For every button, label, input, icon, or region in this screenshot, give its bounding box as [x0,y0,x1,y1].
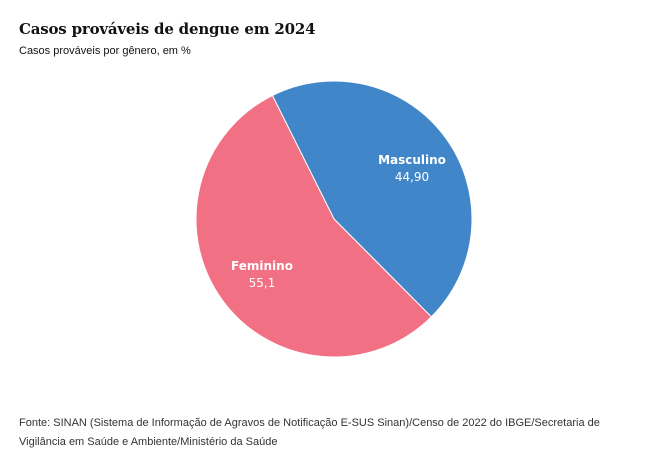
source-note: Fonte: SINAN (Sistema de Informação de A… [19,417,600,448]
slice-label-masculino: Masculino [378,153,446,167]
chart-subtitle: Casos prováveis por gênero, em % [19,45,191,57]
slice-label-feminino: Feminino [231,259,293,273]
pie-chart: Masculino 44,90 Feminino 55,1 [195,80,473,358]
chart-title: Casos prováveis de dengue em 2024 [19,20,316,38]
slice-value-masculino: 44,90 [395,170,429,184]
pie-slice-masculino [271,80,473,318]
slice-value-feminino: 55,1 [249,276,276,290]
pie-slice-feminino [195,94,433,358]
